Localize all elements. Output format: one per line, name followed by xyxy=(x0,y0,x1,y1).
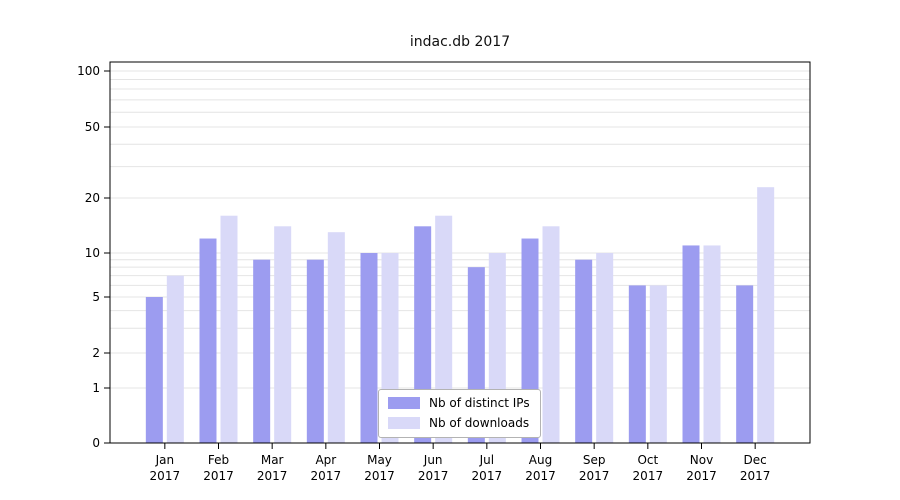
bar xyxy=(682,245,700,443)
bar xyxy=(736,285,754,443)
x-tick-label-month: Apr xyxy=(315,453,336,467)
x-tick-label-year: 2017 xyxy=(740,469,771,483)
bar xyxy=(166,275,184,443)
x-tick-label-year: 2017 xyxy=(150,469,181,483)
x-tick-label-year: 2017 xyxy=(472,469,503,483)
bar xyxy=(414,226,432,443)
y-tick-label: 5 xyxy=(92,290,100,304)
x-tick-label-month: Jun xyxy=(423,453,443,467)
bar xyxy=(757,187,775,443)
x-tick-label-month: Nov xyxy=(690,453,713,467)
legend: Nb of distinct IPs Nb of downloads xyxy=(378,389,541,438)
x-tick-label-year: 2017 xyxy=(525,469,556,483)
bar xyxy=(542,226,560,443)
x-axis: Jan 2017 Feb 2017 Mar 2017 Apr 2017 May 2017 Jun 20… xyxy=(150,443,771,483)
x-tick-label-month: Oct xyxy=(637,453,658,467)
x-tick-label-year: 2017 xyxy=(686,469,717,483)
x-tick-label-month: Aug xyxy=(529,453,552,467)
y-tick-label: 10 xyxy=(85,246,100,260)
bar xyxy=(649,285,667,443)
bar xyxy=(199,238,217,443)
legend-label-distinct-ips: Nb of distinct IPs xyxy=(429,396,530,410)
bar xyxy=(253,259,271,443)
x-tick-label-month: Dec xyxy=(744,453,767,467)
bar xyxy=(703,245,721,443)
bar xyxy=(220,215,238,443)
bar xyxy=(327,232,345,443)
x-tick-label-year: 2017 xyxy=(579,469,610,483)
x-tick-label-year: 2017 xyxy=(364,469,395,483)
legend-swatch-downloads xyxy=(388,417,420,429)
x-tick-label-year: 2017 xyxy=(418,469,449,483)
y-tick-label: 2 xyxy=(92,346,100,360)
y-tick-label: 0 xyxy=(92,436,100,450)
legend-item-downloads: Nb of downloads xyxy=(388,416,530,430)
x-tick-label-month: Jul xyxy=(479,453,494,467)
x-tick-label-month: Sep xyxy=(583,453,606,467)
y-tick-label: 100 xyxy=(77,64,100,78)
x-tick-label-month: May xyxy=(367,453,392,467)
bar xyxy=(306,259,324,443)
bar xyxy=(596,253,614,443)
bar xyxy=(628,285,646,443)
bar xyxy=(435,215,453,443)
x-tick-label-month: Feb xyxy=(208,453,229,467)
y-tick-label: 20 xyxy=(85,191,100,205)
bar xyxy=(360,253,378,443)
y-axis: 0 1 2 5 10 20 50 100 xyxy=(77,64,110,450)
x-tick-label-year: 2017 xyxy=(311,469,342,483)
chart-title: indac.db 2017 xyxy=(409,34,511,50)
y-tick-label: 50 xyxy=(85,120,100,134)
y-tick-label: 1 xyxy=(92,381,100,395)
bar xyxy=(145,297,163,443)
legend-item-distinct-ips: Nb of distinct IPs xyxy=(388,396,530,410)
bar xyxy=(575,259,593,443)
x-tick-label-year: 2017 xyxy=(257,469,288,483)
x-tick-label-year: 2017 xyxy=(633,469,664,483)
x-tick-label-month: Jan xyxy=(155,453,175,467)
bar xyxy=(274,226,292,443)
x-tick-label-year: 2017 xyxy=(203,469,234,483)
x-tick-label-month: Mar xyxy=(261,453,284,467)
legend-label-downloads: Nb of downloads xyxy=(429,416,530,430)
legend-swatch-distinct-ips xyxy=(388,397,420,409)
